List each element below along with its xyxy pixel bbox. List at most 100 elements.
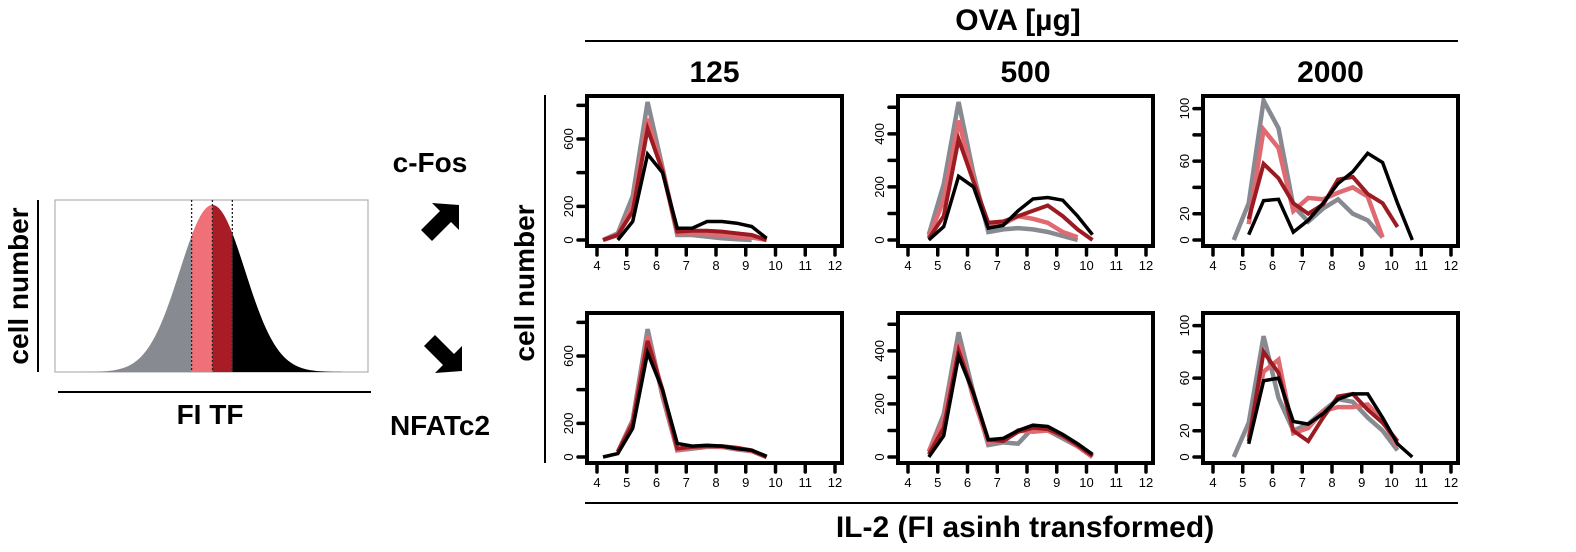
x-tick-label: 5	[934, 475, 941, 490]
x-tick-label: 7	[994, 475, 1001, 490]
x-tick-label: 10	[1384, 258, 1398, 273]
x-tick-label: 10	[1079, 475, 1093, 490]
x-tick-label: 5	[934, 258, 941, 273]
y-tick-label: 600	[561, 128, 576, 150]
y-tick-label: 60	[1177, 371, 1192, 385]
x-tick-label: 12	[1139, 475, 1153, 490]
x-tick-label: 11	[1415, 475, 1429, 490]
panel-nfatc2-2000: 4 5 6 7 8 9 10 11 12 0 20 60 100	[1177, 311, 1460, 490]
x-tick-label: 11	[799, 475, 813, 490]
series-line-black	[927, 173, 1094, 242]
series-line-darkred	[602, 121, 768, 242]
x-tick-label: 6	[653, 475, 660, 490]
x-tick-label: 10	[768, 475, 782, 490]
x-tick-label: 10	[1079, 258, 1093, 273]
panel-frame	[896, 311, 1155, 465]
y-tick-label: 0	[1177, 236, 1192, 243]
x-tick-label: 12	[828, 475, 842, 490]
x-tick-label: 4	[904, 475, 911, 490]
y-tick-label: 200	[561, 195, 576, 217]
x-tick-label: 12	[1444, 475, 1458, 490]
x-tick-label: 4	[1209, 258, 1216, 273]
column-title: 125	[689, 56, 739, 89]
y-tick-label: 20	[1177, 423, 1192, 437]
series-line-darkred	[1246, 346, 1400, 445]
histogram-bin-high-mid	[212, 205, 233, 372]
histogram-bin-lowest	[56, 235, 192, 372]
grid-ylabel: cell number	[509, 204, 540, 361]
x-tick-label: 6	[1269, 258, 1276, 273]
series-line-black	[1247, 151, 1414, 241]
x-tick-label: 7	[1299, 258, 1306, 273]
y-tick-label: 20	[1177, 206, 1192, 220]
x-tick-label: 12	[1139, 258, 1153, 273]
histogram-bin-highest	[232, 233, 367, 372]
y-tick-label: 0	[872, 453, 887, 460]
x-tick-label: 8	[1328, 258, 1335, 273]
y-tick-label: 200	[872, 176, 887, 198]
x-tick-label: 7	[683, 475, 690, 490]
hist-ylabel: cell number	[3, 207, 34, 364]
arrow-down-right-icon	[424, 335, 462, 373]
ova-header: OVA [µg]	[955, 4, 1081, 37]
panel-cfos-125: 125 4 5 6 7 8 9 10 11 12 0 200 600	[561, 56, 844, 273]
y-tick-label: 0	[1177, 453, 1192, 460]
y-tick-label: 400	[872, 340, 887, 362]
panel-nfatc2-500: 4 5 6 7 8 9 10 11 12 0 200 400	[872, 311, 1155, 490]
x-tick-label: 11	[1415, 258, 1429, 273]
panel-frame	[896, 94, 1155, 248]
tf-histogram	[54, 199, 369, 373]
x-tick-label: 4	[593, 258, 600, 273]
hist-xlabel: FI TF	[177, 399, 244, 430]
y-tick-label: 0	[872, 236, 887, 243]
panel-frame	[1201, 94, 1460, 248]
series-line-black	[602, 346, 768, 459]
x-tick-label: 12	[1444, 258, 1458, 273]
x-tick-label: 5	[623, 475, 630, 490]
panel-cfos-2000: 2000 4 5 6 7 8 9 10 11 12 0 20 60 100	[1177, 56, 1460, 273]
y-tick-label: 60	[1177, 154, 1192, 168]
x-tick-label: 8	[1023, 475, 1030, 490]
x-tick-label: 6	[653, 258, 660, 273]
y-tick-label: 200	[872, 393, 887, 415]
x-tick-label: 9	[742, 475, 749, 490]
y-tick-label: 200	[561, 412, 576, 434]
x-tick-label: 10	[1384, 475, 1398, 490]
series-line-pink	[1246, 124, 1385, 239]
y-tick-label: 100	[1177, 315, 1192, 337]
x-tick-label: 6	[964, 475, 971, 490]
x-tick-label: 9	[1053, 475, 1060, 490]
x-tick-label: 5	[1239, 258, 1246, 273]
x-tick-label: 11	[1110, 258, 1124, 273]
panel-cfos-500: 500 4 5 6 7 8 9 10 11 12 0 200 400	[872, 56, 1155, 273]
x-tick-label: 6	[1269, 475, 1276, 490]
x-tick-label: 9	[1053, 258, 1060, 273]
x-tick-label: 7	[994, 258, 1001, 273]
panel-nfatc2-125: 4 5 6 7 8 9 10 11 12 0 200 600	[561, 311, 844, 490]
y-tick-label: 400	[872, 123, 887, 145]
y-tick-label: 0	[561, 236, 576, 243]
arrow-up-right-icon	[421, 203, 459, 241]
x-tick-label: 8	[1023, 258, 1030, 273]
panel-frame	[585, 311, 844, 465]
x-tick-label: 7	[1299, 475, 1306, 490]
series-line-gray	[926, 101, 1079, 243]
column-title: 2000	[1297, 56, 1364, 89]
x-tick-label: 12	[828, 258, 842, 273]
y-tick-label: 100	[1177, 98, 1192, 120]
column-title: 500	[1000, 56, 1050, 89]
panel-frame	[1201, 311, 1460, 465]
x-tick-label: 4	[1209, 475, 1216, 490]
x-tick-label: 11	[1110, 475, 1124, 490]
y-tick-label: 0	[561, 453, 576, 460]
x-tick-label: 10	[768, 258, 782, 273]
x-tick-label: 9	[1358, 475, 1365, 490]
x-tick-label: 7	[683, 258, 690, 273]
x-tick-label: 8	[712, 475, 719, 490]
x-tick-label: 5	[623, 258, 630, 273]
x-tick-label: 6	[964, 258, 971, 273]
nfatc2-label: NFATc2	[390, 410, 490, 441]
panel-frame	[585, 94, 844, 248]
x-tick-label: 8	[712, 258, 719, 273]
